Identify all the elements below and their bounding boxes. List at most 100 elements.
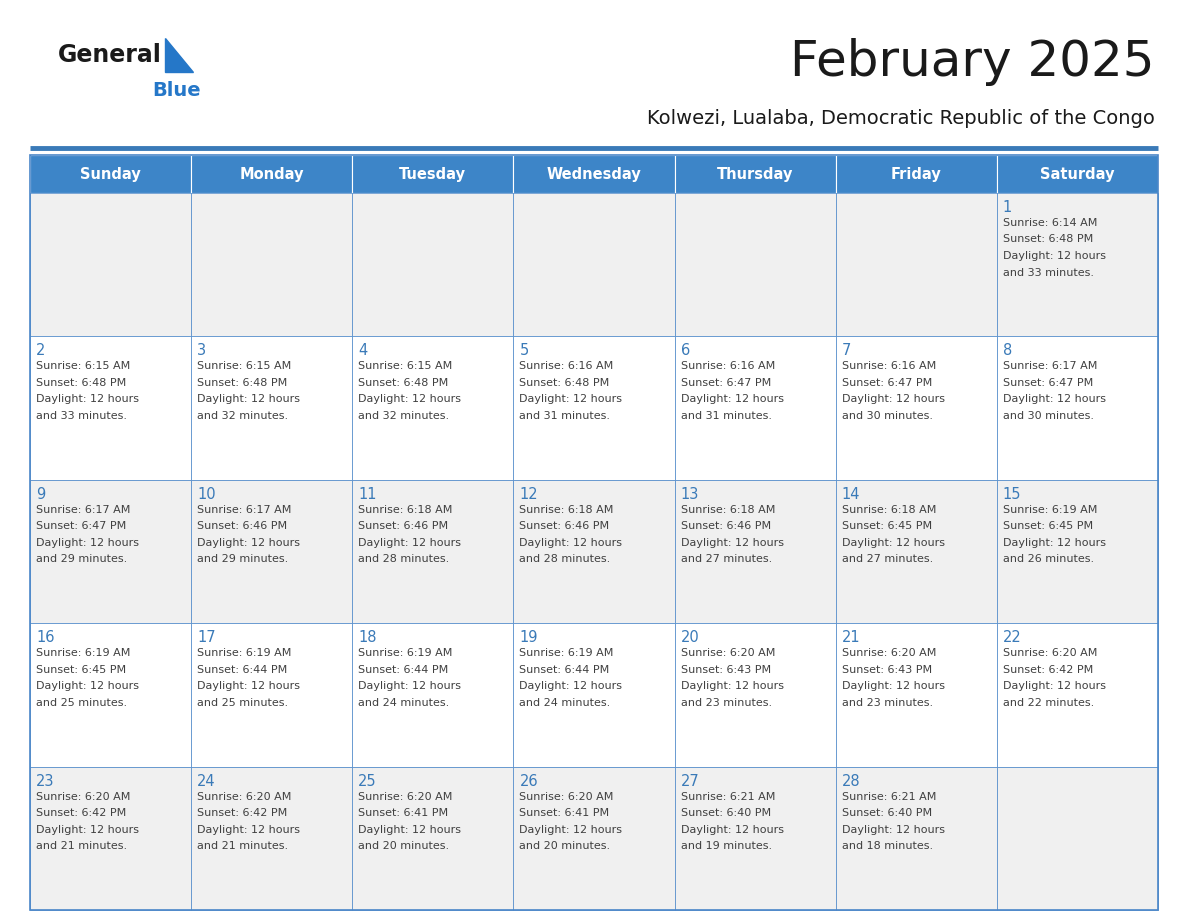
Text: Sunrise: 6:18 AM: Sunrise: 6:18 AM [359,505,453,515]
Bar [513,767,675,910]
Text: Sunrise: 6:17 AM: Sunrise: 6:17 AM [1003,362,1098,372]
Text: Sunrise: 6:20 AM: Sunrise: 6:20 AM [36,791,131,801]
Text: and 27 minutes.: and 27 minutes. [681,554,772,565]
Text: 10: 10 [197,487,216,502]
Text: 25: 25 [359,774,377,789]
Text: Sunset: 6:42 PM: Sunset: 6:42 PM [1003,665,1093,675]
Text: Daylight: 12 hours: Daylight: 12 hours [519,824,623,834]
Bar [513,480,675,623]
Text: Monday: Monday [240,166,304,182]
Text: Sunset: 6:42 PM: Sunset: 6:42 PM [36,808,126,818]
Text: 24: 24 [197,774,216,789]
Text: Daylight: 12 hours: Daylight: 12 hours [359,395,461,405]
Text: 26: 26 [519,774,538,789]
Bar [835,767,997,910]
Text: and 25 minutes.: and 25 minutes. [36,698,127,708]
Text: Friday: Friday [891,166,942,182]
Text: 8: 8 [1003,343,1012,358]
Bar [675,767,835,910]
Bar [191,336,353,480]
Text: Daylight: 12 hours: Daylight: 12 hours [36,681,139,691]
Bar [675,336,835,480]
Bar [30,767,191,910]
Bar [191,193,353,336]
Text: Sunset: 6:46 PM: Sunset: 6:46 PM [359,521,448,532]
Text: Sunset: 6:44 PM: Sunset: 6:44 PM [359,665,449,675]
Text: and 24 minutes.: and 24 minutes. [519,698,611,708]
Text: Wednesday: Wednesday [546,166,642,182]
Text: Daylight: 12 hours: Daylight: 12 hours [1003,251,1106,261]
Text: Daylight: 12 hours: Daylight: 12 hours [681,395,784,405]
Text: Sunrise: 6:20 AM: Sunrise: 6:20 AM [681,648,775,658]
Bar [835,480,997,623]
Text: Daylight: 12 hours: Daylight: 12 hours [197,681,301,691]
Text: Daylight: 12 hours: Daylight: 12 hours [359,538,461,548]
Text: and 20 minutes.: and 20 minutes. [519,841,611,851]
Text: 4: 4 [359,343,367,358]
Text: Sunrise: 6:18 AM: Sunrise: 6:18 AM [681,505,775,515]
Text: and 30 minutes.: and 30 minutes. [842,411,933,420]
Bar [353,623,513,767]
Text: and 28 minutes.: and 28 minutes. [359,554,449,565]
Text: and 21 minutes.: and 21 minutes. [36,841,127,851]
Text: Sunrise: 6:17 AM: Sunrise: 6:17 AM [36,505,131,515]
Text: Sunset: 6:43 PM: Sunset: 6:43 PM [842,665,931,675]
Text: 13: 13 [681,487,699,502]
Text: Daylight: 12 hours: Daylight: 12 hours [842,538,944,548]
Text: 12: 12 [519,487,538,502]
Text: Sunrise: 6:18 AM: Sunrise: 6:18 AM [842,505,936,515]
Text: Sunrise: 6:20 AM: Sunrise: 6:20 AM [1003,648,1098,658]
Text: 7: 7 [842,343,851,358]
Bar [835,336,997,480]
Text: 9: 9 [36,487,45,502]
Text: Daylight: 12 hours: Daylight: 12 hours [197,824,301,834]
Text: 5: 5 [519,343,529,358]
Text: Sunset: 6:44 PM: Sunset: 6:44 PM [519,665,609,675]
Text: 16: 16 [36,630,55,645]
Text: 19: 19 [519,630,538,645]
Text: Daylight: 12 hours: Daylight: 12 hours [519,395,623,405]
Text: Daylight: 12 hours: Daylight: 12 hours [519,538,623,548]
Text: Sunset: 6:40 PM: Sunset: 6:40 PM [681,808,771,818]
Text: Daylight: 12 hours: Daylight: 12 hours [681,538,784,548]
Text: and 21 minutes.: and 21 minutes. [197,841,289,851]
Text: Sunset: 6:48 PM: Sunset: 6:48 PM [1003,234,1093,244]
Text: Blue: Blue [152,81,201,99]
Text: and 27 minutes.: and 27 minutes. [842,554,933,565]
Text: Sunrise: 6:19 AM: Sunrise: 6:19 AM [36,648,131,658]
Bar [353,480,513,623]
Bar [835,623,997,767]
Bar [997,767,1158,910]
Text: Daylight: 12 hours: Daylight: 12 hours [36,824,139,834]
Text: Daylight: 12 hours: Daylight: 12 hours [359,824,461,834]
Text: Sunrise: 6:20 AM: Sunrise: 6:20 AM [842,648,936,658]
Bar [353,336,513,480]
Text: Daylight: 12 hours: Daylight: 12 hours [197,395,301,405]
Text: Daylight: 12 hours: Daylight: 12 hours [1003,538,1106,548]
Text: Sunset: 6:47 PM: Sunset: 6:47 PM [36,521,126,532]
Bar [675,193,835,336]
Text: Tuesday: Tuesday [399,166,467,182]
Bar [997,623,1158,767]
Text: Sunset: 6:45 PM: Sunset: 6:45 PM [36,665,126,675]
Bar [997,336,1158,480]
Bar [513,336,675,480]
Text: 27: 27 [681,774,700,789]
Text: Sunset: 6:41 PM: Sunset: 6:41 PM [359,808,448,818]
Text: Kolwezi, Lualaba, Democratic Republic of the Congo: Kolwezi, Lualaba, Democratic Republic of… [647,108,1155,128]
Text: 28: 28 [842,774,860,789]
Text: 20: 20 [681,630,700,645]
Text: Daylight: 12 hours: Daylight: 12 hours [681,681,784,691]
Bar [30,336,191,480]
Text: 22: 22 [1003,630,1022,645]
Bar [513,193,675,336]
Text: and 28 minutes.: and 28 minutes. [519,554,611,565]
Text: Daylight: 12 hours: Daylight: 12 hours [842,824,944,834]
Text: Sunset: 6:46 PM: Sunset: 6:46 PM [681,521,771,532]
Text: Sunrise: 6:21 AM: Sunrise: 6:21 AM [842,791,936,801]
Text: Sunrise: 6:15 AM: Sunrise: 6:15 AM [359,362,453,372]
Text: and 26 minutes.: and 26 minutes. [1003,554,1094,565]
Bar [191,155,353,193]
Text: and 25 minutes.: and 25 minutes. [197,698,289,708]
Text: and 32 minutes.: and 32 minutes. [359,411,449,420]
